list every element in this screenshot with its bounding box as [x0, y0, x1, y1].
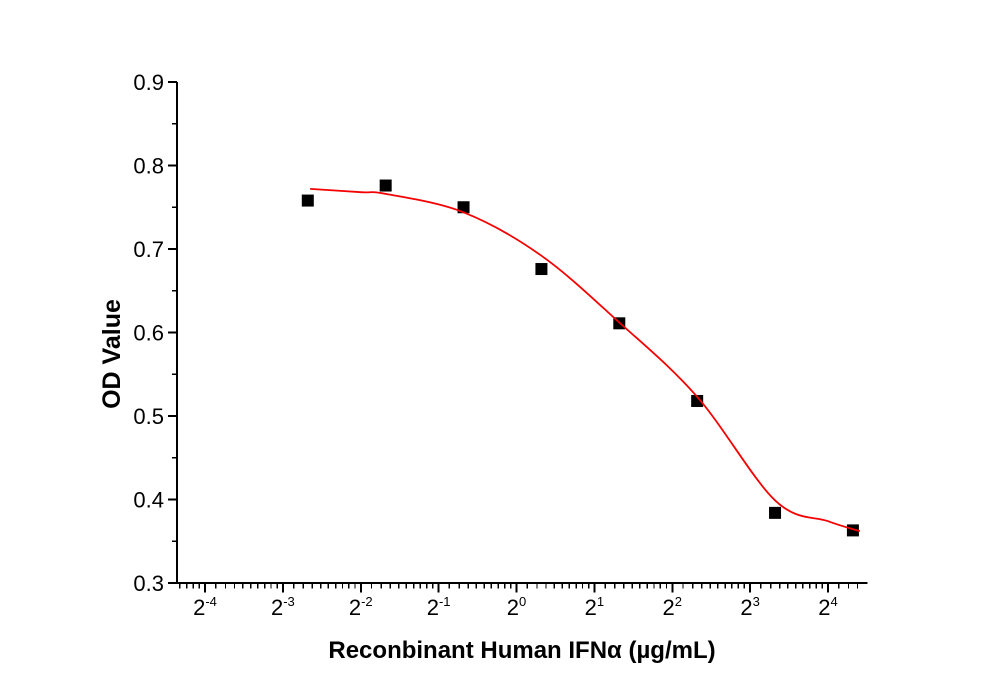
data-point-marker [535, 263, 548, 276]
x-axis-title: Reconbinant Human IFNα (µg/mL) [328, 637, 716, 664]
y-tick-label: 0.4 [133, 488, 164, 513]
y-tick-label: 0.3 [133, 571, 164, 596]
data-point-marker [691, 394, 704, 407]
y-axis-title: OD Value [98, 299, 126, 409]
x-tick-label: 24 [818, 594, 837, 620]
x-tick-label: 21 [585, 594, 604, 620]
data-point-marker [301, 194, 314, 207]
x-tick-label: 23 [740, 594, 759, 620]
y-tick-label: 0.8 [133, 154, 164, 179]
x-tick-label: 2-2 [349, 594, 373, 620]
fit-curve-line [310, 188, 861, 533]
x-tick-label: 20 [507, 594, 526, 620]
y-tick-label: 0.5 [133, 404, 164, 429]
x-tick-label: 22 [663, 594, 682, 620]
y-tick-label: 0.6 [133, 321, 164, 346]
x-tick-label: 2-4 [193, 594, 217, 620]
data-point-marker [379, 179, 392, 192]
data-point-marker [769, 506, 782, 519]
y-tick-label: 0.7 [133, 237, 164, 262]
x-tick-label: 2-1 [427, 594, 451, 620]
y-tick-label: 0.9 [133, 70, 164, 95]
x-tick-label: 2-3 [271, 594, 295, 620]
